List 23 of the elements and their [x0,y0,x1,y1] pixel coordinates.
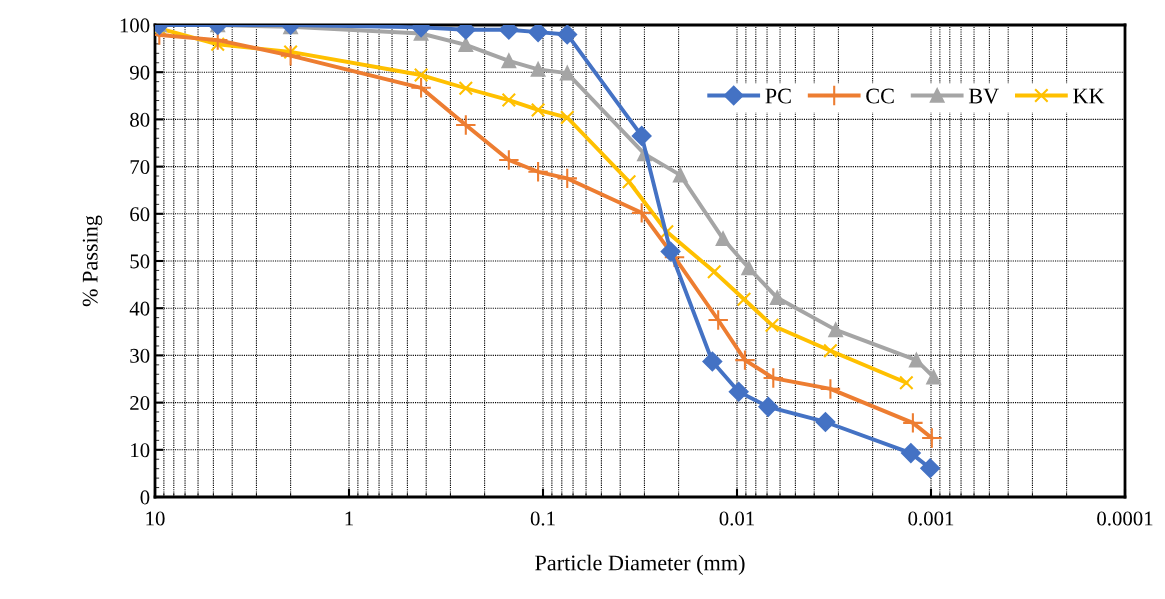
x-tick-label: 0.01 [719,511,754,526]
y-tick-label: 20 [130,395,150,411]
legend-label: KK [1073,88,1105,104]
legend-label: PC [765,88,791,104]
x-tick-label: 0.001 [908,511,954,526]
x-tick-label: 10 [146,511,165,526]
y-tick-label: 10 [131,443,150,458]
x-axis-title: Particle Diameter (mm) [535,554,745,575]
legend-label: BV [968,88,999,104]
legend-label: CC [866,88,894,104]
y-tick-label: 50 [130,254,150,269]
y-tick-label: 40 [129,301,150,316]
x-tick-label: 0.1 [530,511,555,526]
y-tick-label: 90 [129,65,150,80]
y-tick-label: 30 [130,348,150,363]
y-tick-label: 0 [140,490,150,505]
x-tick-label: 0.0001 [1097,511,1153,526]
y-tick-label: 60 [130,207,150,222]
y-tick-label: 70 [130,159,150,175]
x-tick-label: 1 [345,511,353,526]
y-axis-title: % Passing [82,215,103,307]
y-tick-label: 80 [130,112,150,127]
y-tick-label: 100 [120,18,150,33]
